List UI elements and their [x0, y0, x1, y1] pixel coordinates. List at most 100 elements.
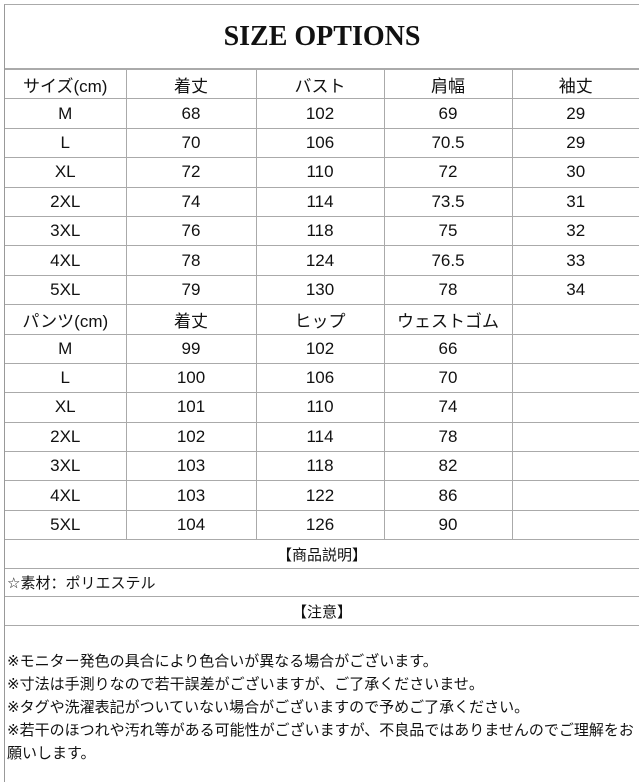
table-row: 4XL 78 124 76.5 33 — [5, 245, 639, 276]
table-cell: 72 — [383, 157, 513, 188]
table-cell — [511, 304, 639, 335]
table-cell: 73.5 — [383, 186, 513, 217]
table-header-row: パンツ(cm) 着丈 ヒップ ウェストゴム — [5, 304, 639, 335]
table-cell: 32 — [511, 215, 639, 247]
table-cell: XL — [5, 157, 127, 188]
table-cell: 118 — [255, 451, 385, 482]
table-cell: 5XL — [5, 509, 127, 541]
table-cell: 76 — [125, 215, 257, 247]
table-cell: 31 — [511, 186, 639, 217]
table-cell: 103 — [125, 451, 257, 482]
table-row: XL 72 110 72 30 — [5, 157, 639, 188]
note-item: ※モニター発色の具合により色合いが異なる場合がございます。 — [7, 652, 438, 670]
table-cell: M — [5, 333, 127, 364]
table-cell: 4XL — [5, 245, 127, 276]
table-cell: 72 — [125, 157, 257, 188]
table-row: 5XL 104 126 90 — [5, 509, 639, 541]
table-cell: 110 — [255, 392, 385, 423]
table-cell: 袖丈 — [511, 68, 639, 100]
table-cell: L — [5, 127, 127, 159]
note-item: ※若干のほつれや汚れ等がある可能性がございますが、不良品ではありませんのでご理解… — [7, 721, 634, 762]
table-cell: 74 — [125, 186, 257, 217]
table-cell: 74 — [383, 392, 513, 423]
notes-list: ※モニター発色の具合により色合いが異なる場合がございます。 ※寸法は手測りなので若… — [5, 626, 639, 765]
table-cell: 124 — [255, 245, 385, 276]
table-row: 2XL 102 114 78 — [5, 421, 639, 453]
table-row: XL 101 110 74 — [5, 392, 639, 423]
table-cell: 3XL — [5, 215, 127, 247]
table-row: 3XL 103 118 82 — [5, 451, 639, 482]
table-cell: 肩幅 — [383, 68, 513, 100]
table-cell: 2XL — [5, 421, 127, 453]
table-cell — [511, 480, 639, 511]
table-cell: 70 — [125, 127, 257, 159]
table-cell: 106 — [255, 127, 385, 159]
table-cell: 126 — [255, 509, 385, 541]
table-cell: 3XL — [5, 451, 127, 482]
table-cell: 66 — [383, 333, 513, 364]
table-cell: パンツ(cm) — [5, 304, 127, 335]
table-cell: ウェストゴム — [383, 304, 513, 335]
page-title: SIZE OPTIONS — [5, 5, 639, 69]
table-row: 5XL 79 130 78 34 — [5, 274, 639, 306]
table-row: 4XL 103 122 86 — [5, 480, 639, 511]
table-cell: 30 — [511, 157, 639, 188]
table-cell: 90 — [383, 509, 513, 541]
table-cell: ヒップ — [255, 304, 385, 335]
table-cell: 着丈 — [125, 304, 257, 335]
table-cell: 33 — [511, 245, 639, 276]
table-cell: 29 — [511, 98, 639, 129]
table-header-row: サイズ(cm) 着丈 バスト 肩幅 袖丈 — [5, 68, 639, 100]
table-cell: 103 — [125, 480, 257, 511]
table-cell: 130 — [255, 274, 385, 306]
table-cell: 69 — [383, 98, 513, 129]
note-item: ※タグや洗濯表記がついていない場合がございますので予めご了承ください。 — [7, 698, 530, 716]
description-heading: 【商品説明】 — [5, 539, 639, 569]
table-cell: 75 — [383, 215, 513, 247]
table-cell: サイズ(cm) — [5, 68, 127, 100]
table-cell: 5XL — [5, 274, 127, 306]
table-row: M 68 102 69 29 — [5, 98, 639, 129]
table-cell: 78 — [383, 274, 513, 306]
table-cell: 76.5 — [383, 245, 513, 276]
table-cell: 79 — [125, 274, 257, 306]
table-cell: 122 — [255, 480, 385, 511]
table-cell: 101 — [125, 392, 257, 423]
table-cell: 70 — [383, 362, 513, 394]
table-cell: 114 — [255, 186, 385, 217]
table-cell: バスト — [255, 68, 385, 100]
material-info: ☆素材：ポリエステル — [5, 567, 639, 598]
table-cell: 104 — [125, 509, 257, 541]
table-cell: 82 — [383, 451, 513, 482]
table-cell: 114 — [255, 421, 385, 453]
table-cell: L — [5, 362, 127, 394]
table-cell: 29 — [511, 127, 639, 159]
table-row: 3XL 76 118 75 32 — [5, 215, 639, 247]
notice-heading: 【注意】 — [5, 596, 639, 626]
table-cell: 99 — [125, 333, 257, 364]
table-cell: 着丈 — [125, 68, 257, 100]
table-cell: 4XL — [5, 480, 127, 511]
table-row: M 99 102 66 — [5, 333, 639, 364]
table-cell: 102 — [125, 421, 257, 453]
table-row: 2XL 74 114 73.5 31 — [5, 186, 639, 217]
table-cell: 68 — [125, 98, 257, 129]
table-cell: XL — [5, 392, 127, 423]
size-table: サイズ(cm) 着丈 バスト 肩幅 袖丈 M 68 102 69 29 L 70 106 70.5 29 XL… — [5, 68, 639, 626]
note-item: ※寸法は手測りなので若干誤差がございますが、ご了承くださいませ。 — [7, 675, 484, 693]
table-cell — [511, 392, 639, 423]
table-cell — [511, 421, 639, 453]
table-cell — [511, 333, 639, 364]
table-cell — [511, 362, 639, 394]
table-cell: 110 — [255, 157, 385, 188]
table-cell: 34 — [511, 274, 639, 306]
table-cell — [511, 451, 639, 482]
table-row: L 100 106 70 — [5, 362, 639, 394]
table-cell: 118 — [255, 215, 385, 247]
table-cell: M — [5, 98, 127, 129]
table-cell: 100 — [125, 362, 257, 394]
table-cell: 86 — [383, 480, 513, 511]
table-cell: 102 — [255, 98, 385, 129]
table-cell: 106 — [255, 362, 385, 394]
table-cell: 78 — [125, 245, 257, 276]
